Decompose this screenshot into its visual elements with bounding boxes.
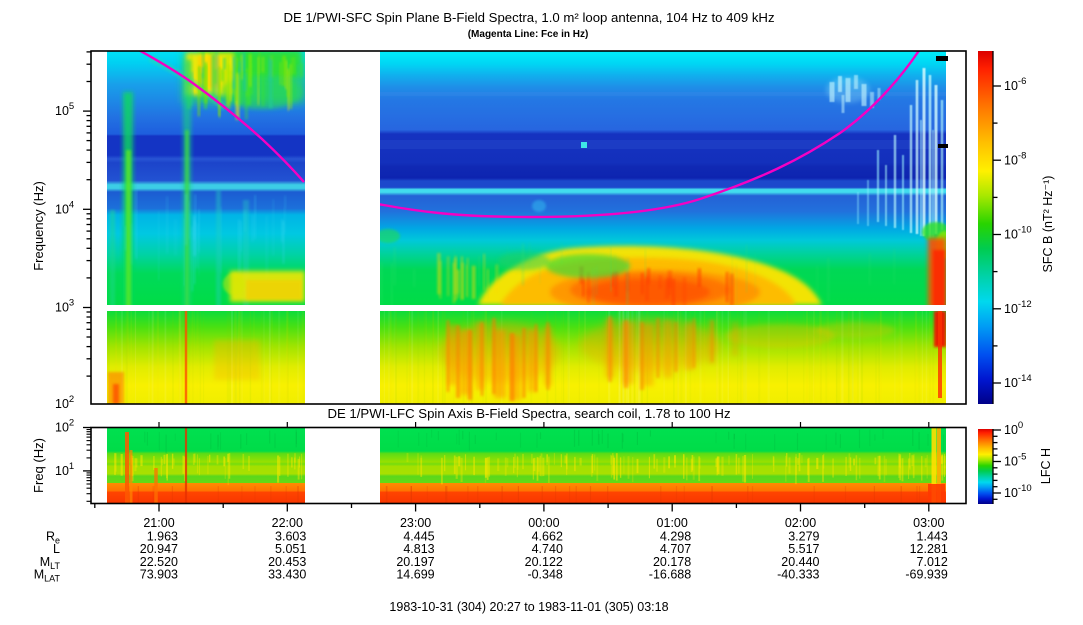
svg-text:22:00: 22:00 (272, 516, 303, 530)
svg-text:4.813: 4.813 (403, 542, 434, 556)
svg-text:01:00: 01:00 (657, 516, 688, 530)
svg-text:3.279: 3.279 (788, 530, 819, 544)
svg-text:20.440: 20.440 (781, 555, 819, 569)
svg-text:Freq (Hz): Freq (Hz) (31, 438, 46, 493)
svg-text:-40.333: -40.333 (777, 568, 819, 582)
svg-text:-69.939: -69.939 (905, 568, 947, 582)
svg-text:20.178: 20.178 (653, 555, 691, 569)
svg-text:20.122: 20.122 (525, 555, 563, 569)
svg-text:02:00: 02:00 (785, 516, 816, 530)
svg-text:20.197: 20.197 (396, 555, 434, 569)
svg-text:DE 1/PWI-LFC Spin Axis B-Fiel: DE 1/PWI-LFC Spin Axis B-Field Spectra, … (327, 406, 730, 421)
svg-text:-16.688: -16.688 (649, 568, 691, 582)
svg-text:4.707: 4.707 (660, 542, 691, 556)
svg-text:DE 1/PWI-SFC Spin Plane B-Fie: DE 1/PWI-SFC Spin Plane B-Field Spectra,… (283, 10, 774, 25)
svg-text:L: L (53, 542, 60, 556)
svg-text:21:00: 21:00 (143, 516, 174, 530)
svg-text:20.453: 20.453 (268, 555, 306, 569)
svg-text:4.740: 4.740 (532, 542, 563, 556)
svg-text:4.445: 4.445 (403, 530, 434, 544)
svg-text:33.430: 33.430 (268, 568, 306, 582)
svg-text:1.443: 1.443 (917, 530, 948, 544)
svg-text:23:00: 23:00 (400, 516, 431, 530)
svg-text:SFC B (nT² Hz⁻¹): SFC B (nT² Hz⁻¹) (1041, 176, 1055, 273)
svg-text:-0.348: -0.348 (527, 568, 562, 582)
svg-text:7.012: 7.012 (917, 555, 948, 569)
svg-text:20.947: 20.947 (140, 542, 178, 556)
svg-text:12.281: 12.281 (910, 542, 948, 556)
svg-text:5.517: 5.517 (788, 542, 819, 556)
svg-text:03:00: 03:00 (913, 516, 944, 530)
svg-text:14.699: 14.699 (396, 568, 434, 582)
svg-text:22.520: 22.520 (140, 555, 178, 569)
svg-text:4.662: 4.662 (532, 530, 563, 544)
svg-text:5.051: 5.051 (275, 542, 306, 556)
svg-text:1983-10-31 (304) 20:27 to 1983: 1983-10-31 (304) 20:27 to 1983-11-01 (30… (389, 600, 668, 614)
svg-text:LFC H: LFC H (1039, 448, 1053, 484)
svg-text:4.298: 4.298 (660, 530, 691, 544)
svg-text:00:00: 00:00 (528, 516, 559, 530)
svg-text:(Magenta Line: Fce in Hz): (Magenta Line: Fce in Hz) (468, 29, 589, 40)
svg-text:3.603: 3.603 (275, 530, 306, 544)
svg-text:73.903: 73.903 (140, 568, 178, 582)
svg-text:Frequency (Hz): Frequency (Hz) (31, 181, 46, 271)
svg-text:1.963: 1.963 (147, 530, 178, 544)
